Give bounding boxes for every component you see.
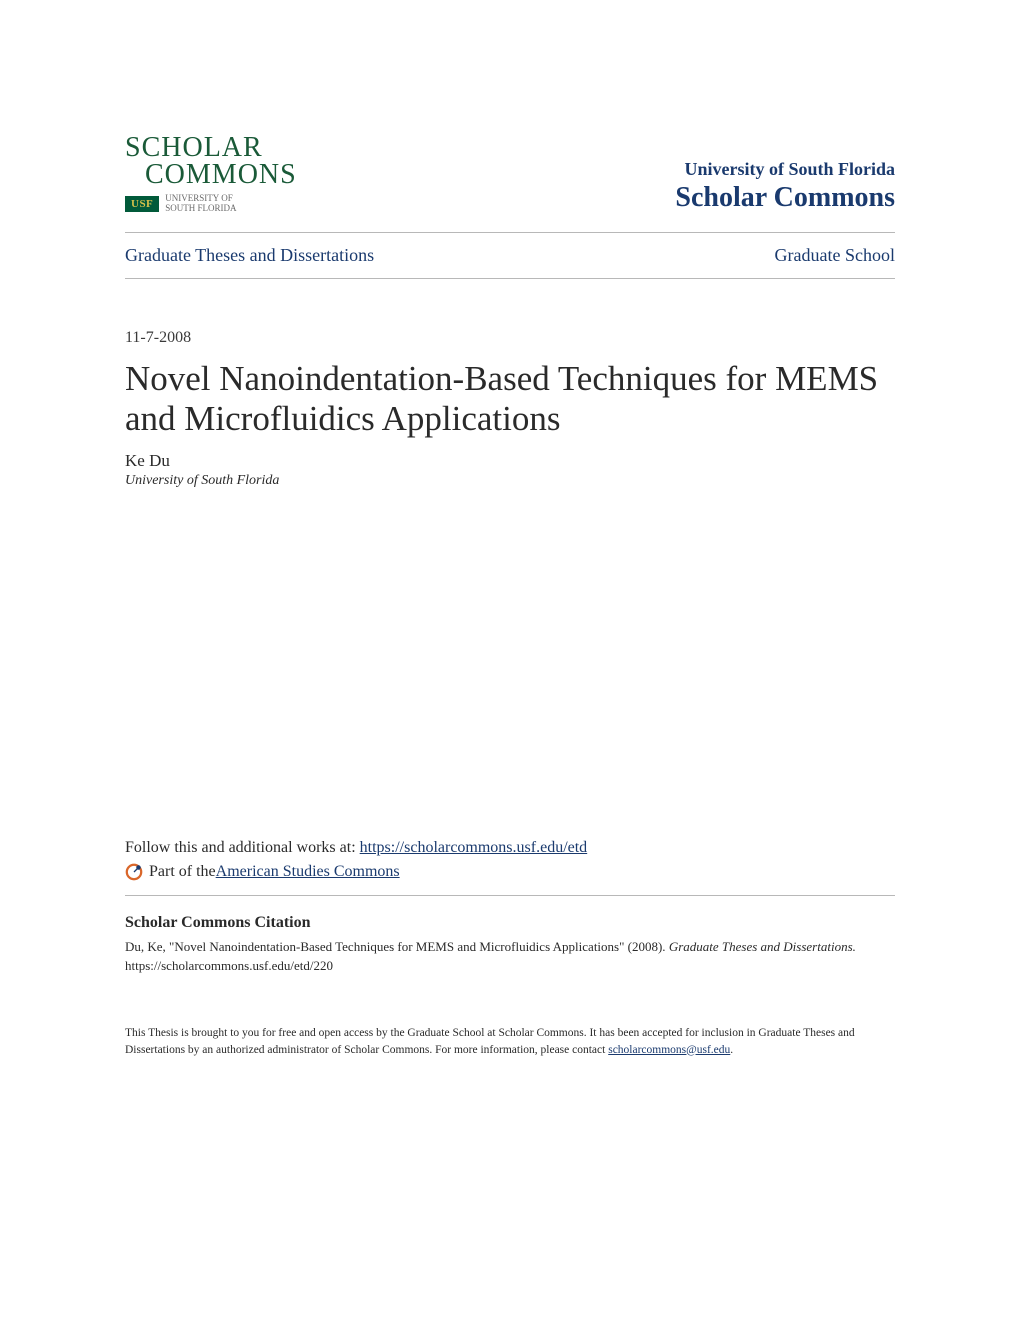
- citation-text: Du, Ke, "Novel Nanoindentation-Based Tec…: [125, 938, 895, 974]
- breadcrumb-school-link[interactable]: Graduate School: [775, 245, 895, 266]
- usf-text-line1: UNIVERSITY OF: [165, 193, 232, 203]
- footer-email-link[interactable]: scholarcommons@usf.edu: [608, 1044, 730, 1056]
- logo-line1: SCHOLAR: [125, 135, 297, 162]
- scholar-commons-logo: SCHOLAR COMMONS: [125, 135, 297, 188]
- usf-subtitle: UNIVERSITY OF SOUTH FLORIDA: [165, 194, 236, 214]
- follow-prefix: Follow this and additional works at:: [125, 839, 360, 856]
- follow-block: Follow this and additional works at: htt…: [125, 839, 895, 881]
- footer-block: This Thesis is brought to you for free a…: [125, 1025, 895, 1058]
- citation-url: https://scholarcommons.usf.edu/etd/220: [125, 958, 333, 973]
- logo-block: SCHOLAR COMMONS USF UNIVERSITY OF SOUTH …: [125, 135, 297, 214]
- citation-block: Scholar Commons Citation Du, Ke, "Novel …: [125, 914, 895, 974]
- document-affiliation: University of South Florida: [125, 473, 895, 489]
- logo-line2: COMMONS: [145, 162, 297, 189]
- usf-text-line2: SOUTH FLORIDA: [165, 203, 236, 213]
- citation-heading: Scholar Commons Citation: [125, 914, 895, 932]
- header-right: University of South Florida Scholar Comm…: [675, 159, 895, 214]
- document-author: Ke Du: [125, 451, 895, 471]
- breadcrumb-collection-link[interactable]: Graduate Theses and Dissertations: [125, 245, 374, 266]
- usf-logo-row: USF UNIVERSITY OF SOUTH FLORIDA: [125, 194, 297, 214]
- follow-text-row: Follow this and additional works at: htt…: [125, 839, 895, 857]
- university-name: University of South Florida: [675, 159, 895, 180]
- follow-url-link[interactable]: https://scholarcommons.usf.edu/etd: [360, 839, 588, 856]
- divider-under-nav: [125, 278, 895, 279]
- footer-text: This Thesis is brought to you for free a…: [125, 1025, 895, 1058]
- divider-above-citation: [125, 895, 895, 896]
- citation-author-part: Du, Ke, "Novel Nanoindentation-Based Tec…: [125, 939, 669, 954]
- document-title: Novel Nanoindentation-Based Techniques f…: [125, 359, 895, 440]
- repository-name[interactable]: Scholar Commons: [675, 182, 895, 214]
- usf-box: USF: [125, 196, 159, 212]
- page-container: SCHOLAR COMMONS USF UNIVERSITY OF SOUTH …: [0, 0, 1020, 1118]
- footer-text-before: This Thesis is brought to you for free a…: [125, 1027, 855, 1056]
- network-icon: [125, 863, 143, 881]
- footer-text-after: .: [730, 1044, 733, 1056]
- part-of-prefix: Part of the: [149, 863, 216, 881]
- part-of-row: Part of the American Studies Commons: [125, 863, 895, 881]
- document-date: 11-7-2008: [125, 329, 895, 347]
- breadcrumb-row: Graduate Theses and Dissertations Gradua…: [125, 233, 895, 278]
- header-row: SCHOLAR COMMONS USF UNIVERSITY OF SOUTH …: [125, 135, 895, 214]
- citation-series: Graduate Theses and Dissertations.: [669, 939, 856, 954]
- document-content: 11-7-2008 Novel Nanoindentation-Based Te…: [125, 329, 895, 490]
- part-of-link[interactable]: American Studies Commons: [216, 863, 400, 881]
